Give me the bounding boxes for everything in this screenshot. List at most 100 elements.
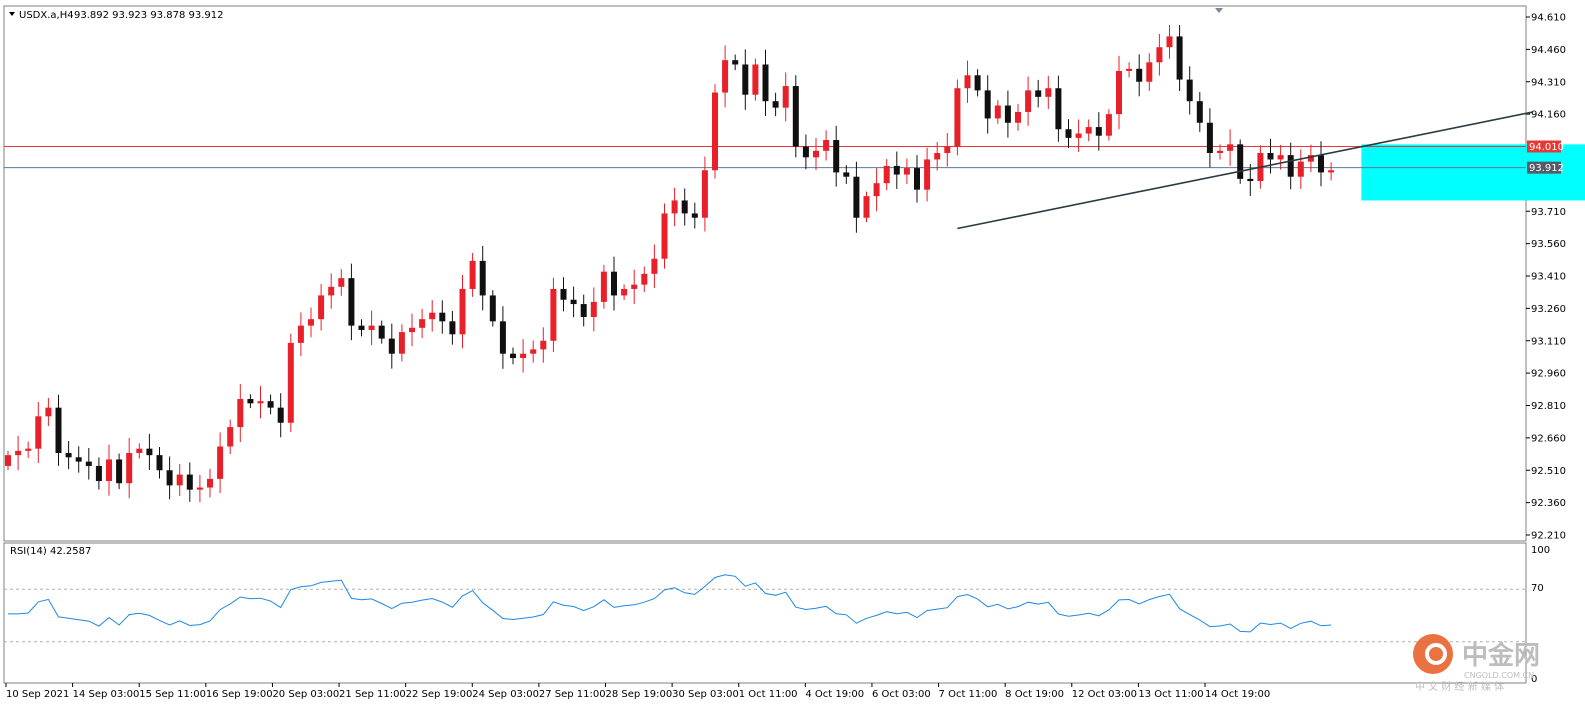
price-tags: 94.010 93.912 [1527, 140, 1564, 174]
candle-body [247, 399, 254, 404]
candle-body [570, 299, 577, 305]
candle-body [217, 446, 224, 479]
time-tick-label: 14 Sep 03:00 [73, 689, 140, 700]
candle-body [1004, 105, 1011, 123]
candle-body [1136, 68, 1143, 82]
price-tick-label: 94.160 [1531, 110, 1566, 121]
chart-shift-marker-icon[interactable] [1215, 8, 1223, 13]
candle-body [358, 325, 365, 330]
rsi-pane-frame [3, 542, 1527, 684]
candle-body [661, 213, 668, 259]
price-pane[interactable]: 94.61094.46094.31094.16093.86093.71093.5… [3, 5, 1585, 542]
candle-body [459, 288, 466, 335]
candle-body [499, 321, 506, 354]
horizontal-lines[interactable] [4, 146, 1526, 169]
candle-body [156, 455, 163, 471]
candle-body [1065, 129, 1072, 138]
candle-body [479, 260, 486, 296]
candle-body [5, 455, 11, 466]
candle-body [207, 478, 213, 488]
candle-body [1217, 150, 1223, 153]
candle-body [611, 271, 617, 296]
candle-body [782, 86, 789, 108]
time-tick-label: 14 Oct 19:00 [1205, 689, 1270, 700]
candle-body [651, 258, 658, 274]
candle-body [883, 165, 890, 184]
rsi-pane[interactable]: RSI(14) 42.2587 100 70 0 [3, 542, 1550, 685]
candle-body [237, 399, 244, 428]
candle-body [732, 60, 739, 65]
ohlc-values: 93.892 93.923 93.878 93.912 [74, 10, 224, 21]
price-tick-label: 92.360 [1531, 498, 1566, 509]
candle-body [833, 140, 840, 173]
candle-body [853, 176, 860, 218]
candle-body [1206, 122, 1213, 153]
candle-body [328, 286, 335, 296]
candles [5, 24, 1335, 503]
candle-body [1156, 47, 1163, 63]
candle-body [1176, 36, 1183, 80]
candle-body [15, 450, 22, 456]
time-tick-label: 10 Sep 2021 [6, 689, 69, 700]
price-tick-label: 93.260 [1531, 304, 1566, 315]
candle-body [590, 301, 597, 318]
candle-body [35, 416, 42, 449]
time-tick-label: 8 Oct 19:00 [1005, 689, 1064, 700]
candle-body [106, 459, 112, 482]
candle-body [267, 401, 274, 408]
candle-body [792, 86, 799, 147]
rsi-level-0: 0 [1531, 674, 1537, 685]
time-tick-label: 12 Oct 03:00 [1072, 689, 1137, 700]
candle-body [378, 325, 385, 339]
time-tick-label: 22 Sep 19:00 [406, 689, 473, 700]
candle-body [1307, 155, 1314, 162]
candle-body [1015, 111, 1021, 123]
candle-body [560, 288, 567, 300]
candle-body [843, 172, 850, 177]
candle-body [348, 278, 355, 326]
time-tick-label: 13 Oct 11:00 [1138, 689, 1203, 700]
candle-body [813, 150, 819, 158]
watermark: 中金网 CNGOLD.COM.CN 中 文 财 经 新 媒 体 [1413, 634, 1540, 693]
time-tick-label: 6 Oct 03:00 [872, 689, 931, 700]
caret-down-icon[interactable] [9, 12, 15, 16]
candle-body [1075, 133, 1082, 138]
trendline[interactable] [957, 111, 1534, 230]
current-price-tag-bg [1527, 161, 1561, 174]
candle-body [510, 353, 516, 359]
candle-body [671, 200, 678, 214]
candle-body [1328, 170, 1335, 173]
price-tick-label: 93.710 [1531, 207, 1566, 218]
time-tick-label: 30 Sep 03:00 [672, 689, 739, 700]
time-tick-label: 4 Oct 19:00 [805, 689, 864, 700]
candle-body [934, 152, 941, 160]
candle-body [176, 474, 183, 486]
rsi-line [8, 574, 1332, 633]
time-tick-label: 15 Sep 11:00 [139, 689, 206, 700]
candle-body [388, 338, 395, 354]
candle-body [116, 459, 123, 484]
candle-body [75, 457, 82, 462]
rsi-level-lines [4, 588, 1526, 643]
candle-body [984, 90, 991, 119]
current-price-tag: 93.912 [1529, 163, 1564, 174]
candle-body [338, 278, 345, 287]
candle-body [308, 319, 314, 326]
candle-body [186, 474, 193, 490]
price-tick-label: 94.460 [1531, 45, 1566, 56]
candle-body [25, 448, 32, 451]
candle-body [954, 88, 961, 147]
candle-body [287, 342, 294, 423]
price-tick-label: 92.810 [1531, 401, 1566, 412]
candle-body [994, 105, 1001, 119]
candle-body [146, 448, 153, 456]
candle-body [600, 271, 607, 302]
time-tick-label: 28 Sep 19:00 [606, 689, 673, 700]
candle-body [823, 140, 830, 151]
candle-body [1166, 36, 1173, 48]
candle-body [55, 407, 62, 453]
candle-body [1035, 90, 1042, 97]
time-tick-label: 20 Sep 03:00 [272, 689, 339, 700]
